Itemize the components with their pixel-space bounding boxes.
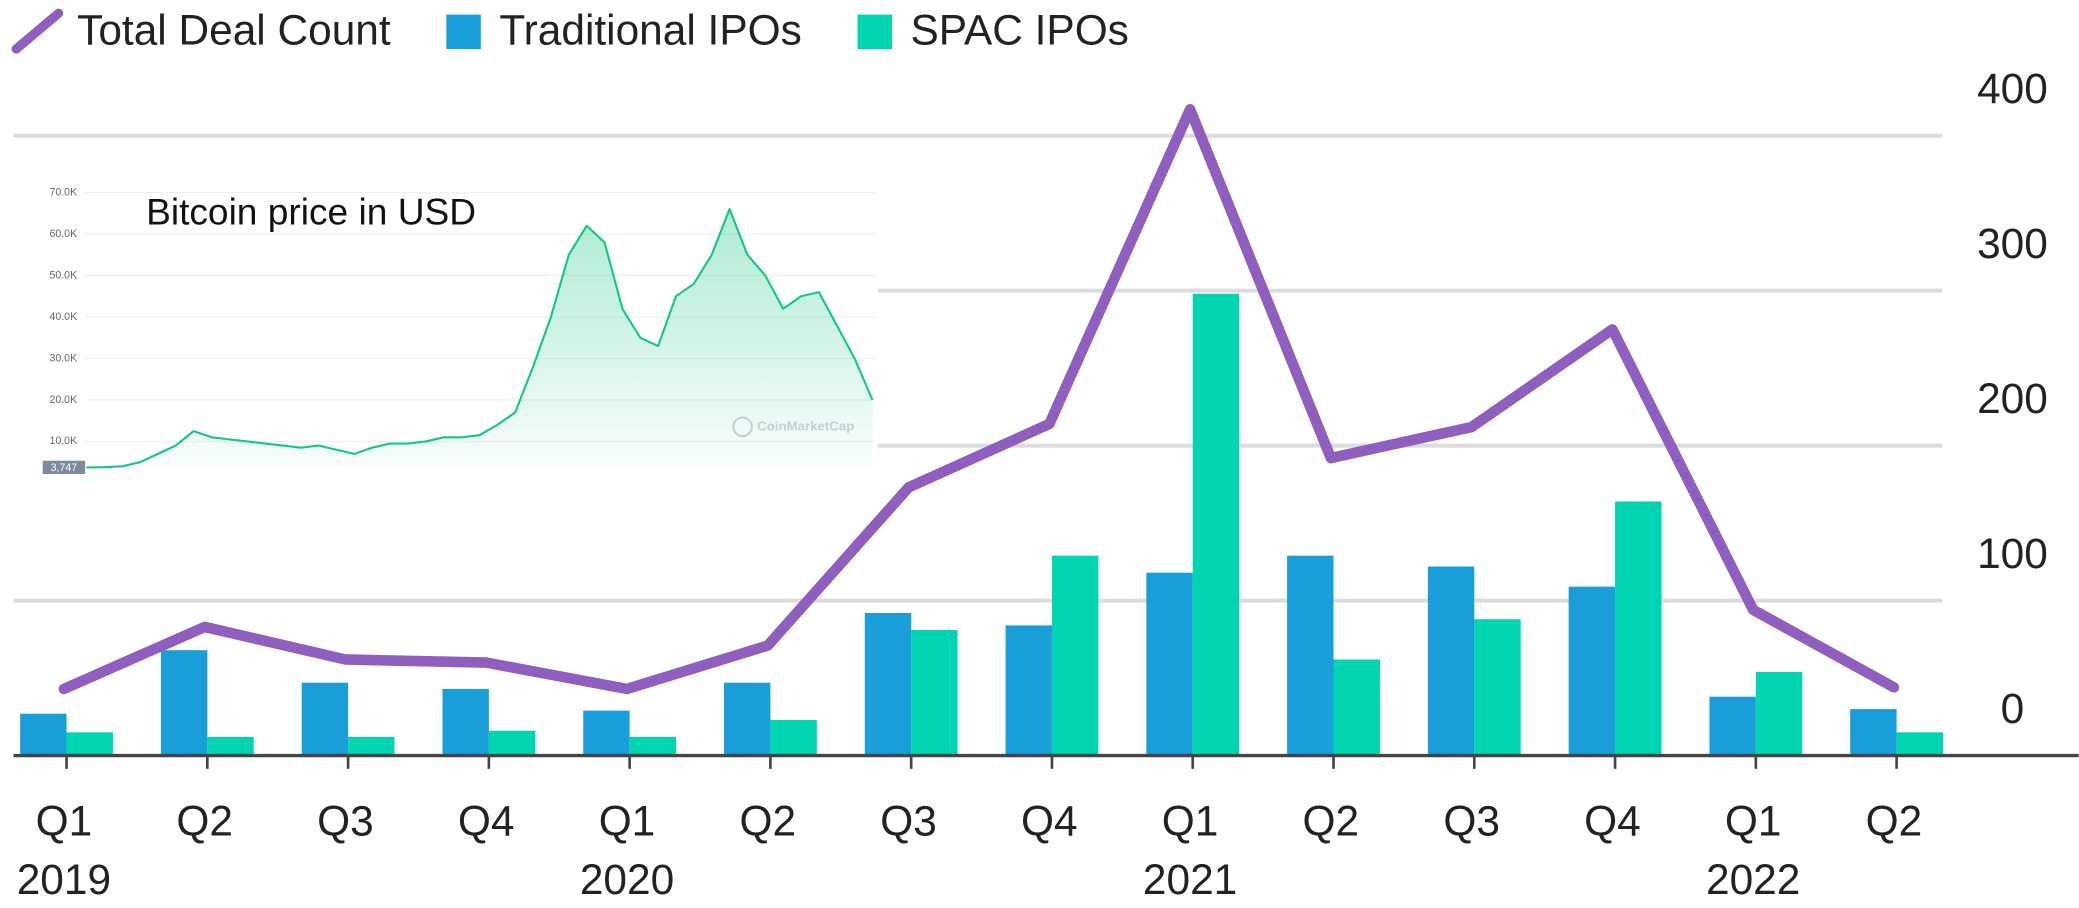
bar — [1334, 659, 1380, 755]
bar — [1006, 625, 1052, 755]
x-tick-label: Q1 — [1725, 798, 1782, 845]
y-tick-label: 30.0K — [49, 352, 77, 364]
bar — [20, 714, 66, 756]
x-tick-label: Q2 — [1303, 798, 1360, 845]
y-tick-label: 20.0K — [49, 394, 77, 406]
bar — [1850, 709, 1896, 755]
x-tick-label: Q3 — [1443, 798, 1500, 845]
bar — [207, 737, 253, 756]
watermark: CoinMarketCap — [757, 418, 854, 433]
bar — [302, 683, 348, 756]
y-tick-label: 100 — [1977, 530, 2048, 577]
bar — [489, 731, 535, 756]
x-tick-label: Q3 — [317, 798, 374, 845]
x-tick-label: Q1 — [36, 798, 93, 845]
bar — [865, 613, 911, 756]
bar — [1709, 697, 1755, 756]
bar — [1615, 501, 1661, 755]
legend-label: SPAC IPOs — [911, 6, 1129, 53]
bar — [161, 650, 207, 755]
x-group-label: 2021 — [1143, 856, 1237, 903]
y-tick-label: 3,747 — [51, 462, 78, 474]
x-group-label: 2020 — [580, 856, 674, 903]
inset-chart: 3,747 10.0K 20.0K 30.0K 40.0K 50.0K 60.0K 70.0K… — [14, 180, 878, 474]
y-tick-label: 40.0K — [49, 311, 77, 323]
bar — [724, 683, 770, 756]
x-tick-label: Q2 — [1866, 798, 1923, 845]
legend-label: Total Deal Count — [77, 6, 391, 53]
bar — [583, 711, 629, 756]
bar — [630, 737, 676, 756]
x-tick-label: Q4 — [458, 798, 515, 845]
y-tick-label: 10.0K — [49, 435, 77, 447]
bar — [1287, 556, 1333, 756]
y-tick-label: 60.0K — [49, 228, 77, 240]
x-tick-label: Q4 — [1584, 798, 1641, 845]
bar — [1193, 294, 1239, 756]
bar — [1052, 556, 1098, 756]
x-tick-label: Q1 — [599, 798, 656, 845]
y-tick-label: 300 — [1977, 220, 2048, 267]
y-tick-label: 50.0K — [49, 269, 77, 281]
legend-swatch — [16, 13, 58, 49]
x-group-label: 2022 — [1706, 856, 1800, 903]
bar — [1146, 573, 1192, 756]
x-group-label: 2019 — [17, 856, 111, 903]
bar — [67, 732, 113, 755]
legend-label: Traditional IPOs — [499, 6, 801, 53]
bar — [1474, 619, 1520, 755]
chart: 0 100 200 300 400 Q1 2019 Q2 Q3 Q4 Q1 2020 Q2 Q3 Q4 Q1 2… — [0, 0, 2079, 908]
bar — [770, 720, 816, 756]
legend-swatch — [858, 15, 892, 49]
y-tick-label: 400 — [1977, 65, 2048, 112]
bar — [1897, 732, 1943, 755]
x-tick-label: Q4 — [1021, 798, 1078, 845]
y-tick-label: 200 — [1977, 375, 2048, 422]
x-tick-label: Q2 — [739, 798, 796, 845]
bar — [911, 630, 957, 756]
bar — [1428, 567, 1474, 756]
x-tick-label: Q1 — [1162, 798, 1219, 845]
bar — [442, 689, 488, 756]
x-tick-label: Q3 — [880, 798, 937, 845]
bar — [1756, 672, 1802, 756]
legend-swatch — [446, 15, 480, 49]
y-tick-label: 70.0K — [49, 186, 77, 198]
x-tick-label: Q2 — [176, 798, 233, 845]
chart-title: Bitcoin price in USD — [146, 191, 476, 233]
bar — [1569, 587, 1615, 756]
y-tick-label: 0 — [2001, 685, 2025, 732]
bar — [348, 737, 394, 756]
